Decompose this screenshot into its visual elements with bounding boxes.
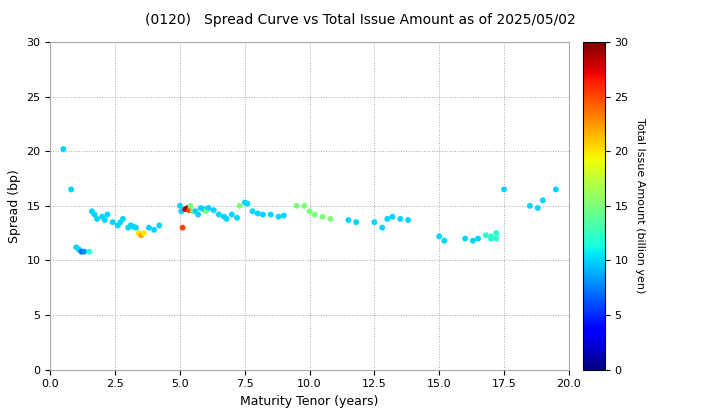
Point [252, 210, 264, 217]
Point [153, 222, 165, 229]
Point [242, 200, 253, 207]
Point [291, 202, 302, 209]
Point [187, 208, 199, 215]
Point [377, 224, 388, 231]
Point [184, 207, 195, 213]
Point [102, 211, 113, 218]
Point [122, 224, 134, 231]
Point [213, 211, 225, 218]
Point [84, 248, 95, 255]
Point [433, 233, 445, 240]
Point [114, 219, 126, 226]
Point [130, 224, 142, 231]
Point [107, 219, 118, 226]
Point [234, 202, 246, 209]
Point [192, 211, 204, 218]
Point [138, 230, 150, 236]
Point [184, 202, 196, 209]
Point [351, 219, 362, 226]
Point [480, 232, 492, 239]
Point [132, 230, 144, 236]
Point [395, 215, 406, 222]
Point [221, 215, 233, 222]
Point [472, 235, 484, 242]
Point [273, 213, 284, 220]
Point [524, 202, 536, 209]
Point [309, 211, 320, 218]
Point [86, 208, 98, 215]
Point [402, 217, 414, 223]
Point [304, 208, 315, 215]
Point [96, 213, 108, 220]
Point [177, 224, 189, 231]
Point [299, 202, 310, 209]
Point [265, 211, 276, 218]
Point [76, 248, 87, 255]
Point [485, 235, 497, 242]
Point [343, 217, 354, 223]
Point [195, 205, 207, 211]
Point [247, 208, 258, 215]
Point [387, 213, 398, 220]
Point [91, 215, 103, 222]
Point [438, 237, 450, 244]
Point [459, 235, 471, 242]
Point [369, 219, 380, 226]
Point [99, 217, 111, 223]
Point [257, 211, 269, 218]
Point [112, 222, 124, 229]
Point [490, 230, 502, 236]
Point [550, 186, 562, 193]
Point [127, 223, 139, 230]
Point [58, 146, 69, 152]
Point [148, 226, 160, 233]
Point [317, 213, 328, 220]
Point [190, 208, 202, 215]
Point [467, 237, 479, 244]
Point [179, 206, 191, 213]
X-axis label: Maturity Tenor (years): Maturity Tenor (years) [240, 395, 379, 408]
Point [382, 215, 393, 222]
Point [208, 207, 220, 213]
Y-axis label: Total Issue Amount (billion yen): Total Issue Amount (billion yen) [635, 118, 645, 294]
Point [200, 208, 212, 215]
Point [176, 208, 187, 215]
Point [226, 211, 238, 218]
Point [197, 206, 209, 213]
Point [203, 205, 215, 211]
Point [218, 213, 230, 220]
Y-axis label: Spread (bp): Spread (bp) [8, 169, 21, 243]
Point [325, 215, 336, 222]
Point [117, 215, 129, 222]
Point [125, 222, 137, 229]
Point [278, 212, 289, 219]
Point [89, 211, 100, 218]
Point [135, 232, 147, 239]
Point [532, 205, 544, 211]
Point [239, 199, 251, 206]
Point [73, 246, 85, 253]
Point [182, 205, 194, 211]
Point [231, 215, 243, 221]
Point [78, 248, 90, 255]
Point [537, 197, 549, 204]
Point [485, 233, 497, 240]
Point [71, 244, 82, 251]
Point [490, 235, 502, 242]
Point [143, 224, 155, 231]
Point [66, 186, 77, 193]
Point [174, 202, 186, 209]
Point [498, 186, 510, 193]
Text: (0120)   Spread Curve vs Total Issue Amount as of 2025/05/02: (0120) Spread Curve vs Total Issue Amoun… [145, 13, 575, 26]
